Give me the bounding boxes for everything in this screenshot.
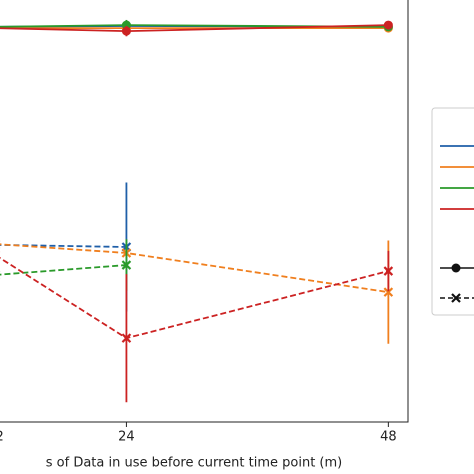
point-marker — [383, 20, 393, 30]
point-marker — [383, 266, 394, 276]
series-line — [0, 264, 127, 276]
x-tick-label: 24 — [118, 430, 135, 445]
x-tick-label: 12 — [0, 430, 4, 445]
point-marker — [121, 26, 131, 36]
x-axis-label: s of Data in use before current time poi… — [46, 456, 342, 471]
legend — [431, 107, 474, 316]
point-marker — [121, 260, 132, 270]
series-line — [0, 256, 389, 340]
x-tick-label: 48 — [380, 430, 397, 445]
plot-frame — [0, 0, 409, 423]
legend-x-marker — [451, 293, 461, 303]
point-marker — [121, 333, 132, 343]
legend-box — [431, 107, 474, 316]
legend-circle-marker — [451, 263, 461, 273]
point-marker — [383, 287, 394, 297]
series-line — [0, 243, 389, 294]
